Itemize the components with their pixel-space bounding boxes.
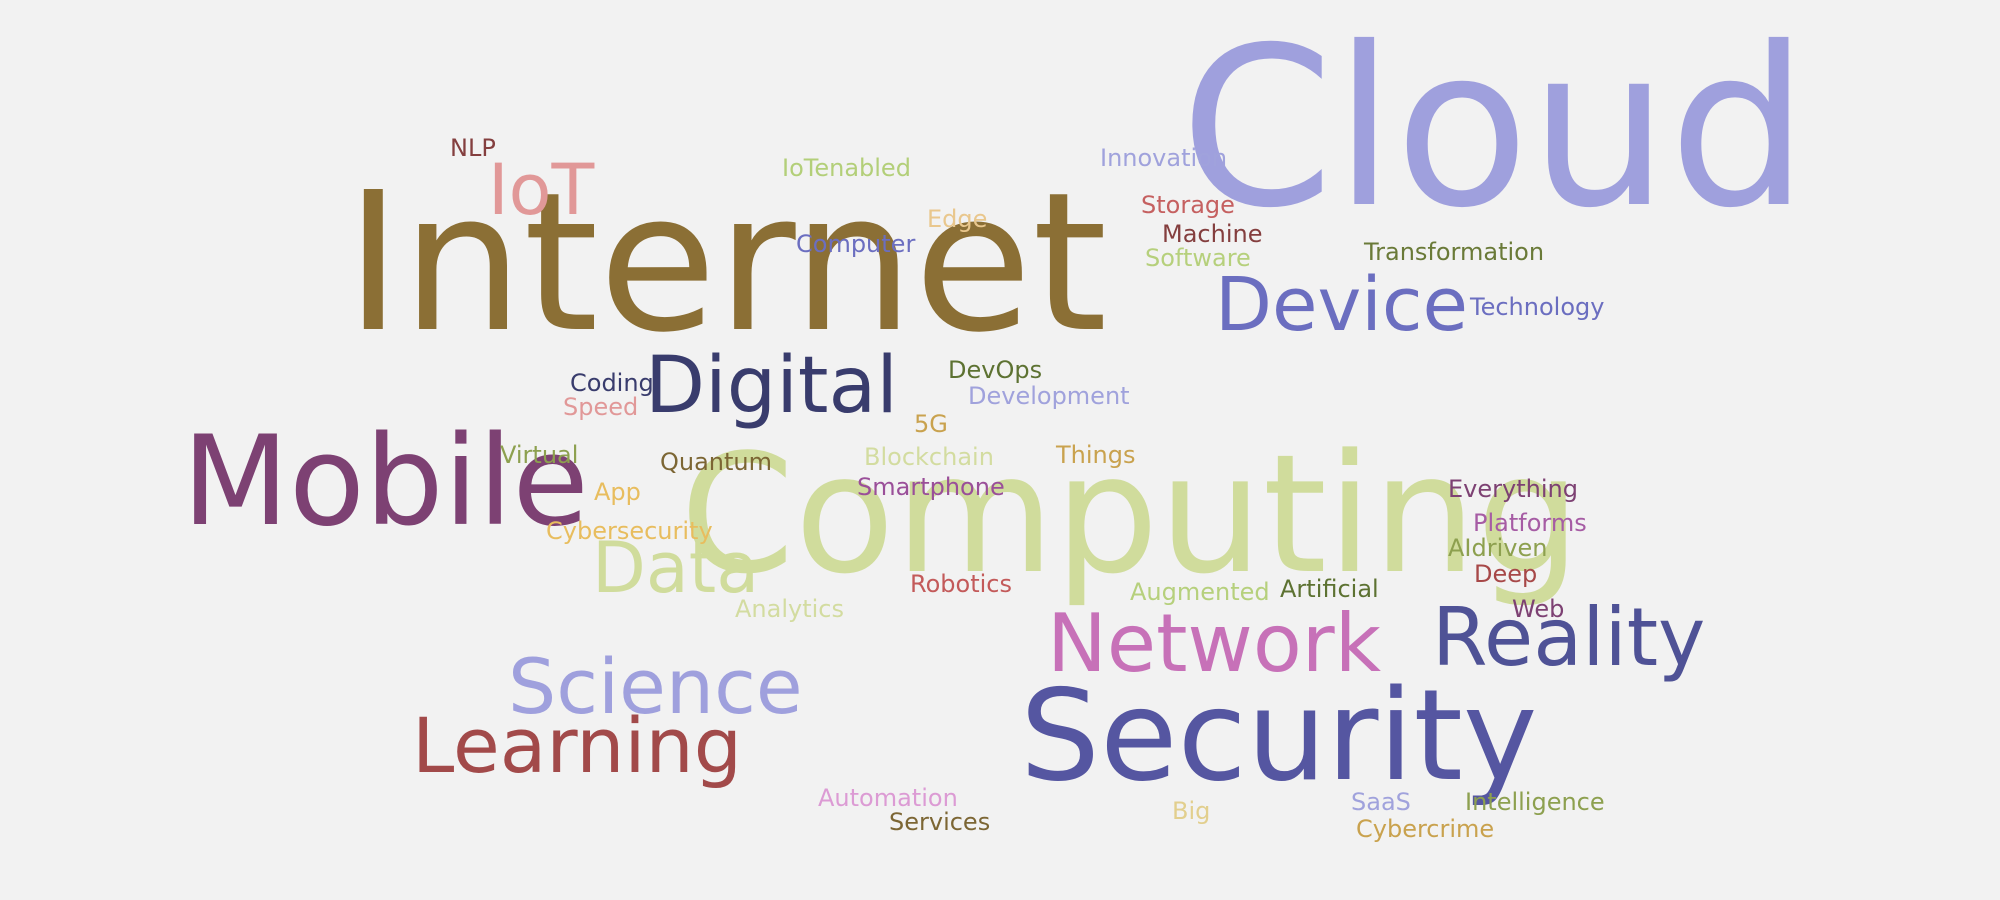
word-cloud-word: Smartphone [857,473,1005,501]
word-cloud-word: Technology [1470,293,1605,321]
word-cloud-word: Digital [645,341,898,431]
word-cloud-word: Computer [796,230,916,258]
word-cloud-word: Software [1145,244,1251,272]
word-cloud-word: Cloud [1180,0,1809,256]
word-cloud-word: Development [968,382,1130,410]
word-cloud-word: Web [1512,595,1565,623]
word-cloud-word: Analytics [735,595,844,623]
word-cloud-word: Augmented [1130,578,1270,606]
word-cloud-word: IoT [488,149,595,231]
word-cloud-word: AIdriven [1448,534,1548,562]
word-cloud-word: Big [1172,797,1211,825]
word-cloud-word: Things [1056,441,1136,469]
word-cloud-word: SaaS [1351,788,1411,816]
word-cloud-word: Learning [412,701,742,790]
word-cloud-word: Device [1215,262,1469,348]
word-cloud-word: Science [508,642,803,731]
word-cloud-word: Transformation [1364,238,1545,266]
word-cloud-word: Machine [1162,220,1263,248]
word-cloud-word: IoTenabled [782,154,911,182]
word-cloud-word: DevOps [948,356,1043,384]
word-cloud-word: Quantum [660,448,773,476]
word-cloud-word: Security [1020,662,1538,809]
word-cloud-word: App [594,478,641,506]
word-cloud-word: NLP [450,134,496,162]
word-cloud-word: Reality [1432,591,1706,684]
word-cloud-word: Storage [1141,191,1235,219]
word-cloud-word: Data [592,527,760,609]
word-cloud-word: Cybercrime [1356,815,1495,843]
word-cloud-word: Speed [563,393,639,421]
word-cloud-word: Innovation [1100,144,1228,172]
word-cloud-word: Cybersecurity [546,517,713,545]
word-cloud-word: Services [889,808,991,836]
word-cloud-word: Internet [345,152,1108,375]
word-cloud-word: Mobile [182,410,589,554]
word-cloud-word: Platforms [1473,509,1587,537]
word-cloud-word: 5G [914,410,948,438]
word-cloud-word: Computing [680,419,1581,610]
word-cloud-word: Coding [570,369,654,397]
word-cloud-word: Virtual [500,441,579,469]
word-cloud-word: Everything [1448,475,1578,503]
word-cloud-word: Automation [818,784,958,812]
word-cloud-word: Network [1047,597,1382,690]
word-cloud-word: Edge [927,205,988,233]
word-cloud-word: Blockchain [864,443,994,471]
word-cloud-word: Robotics [910,570,1012,598]
word-cloud-word: Intelligence [1465,788,1605,816]
word-cloud-word: Deep [1474,560,1538,588]
word-cloud-word: Artificial [1280,575,1379,603]
